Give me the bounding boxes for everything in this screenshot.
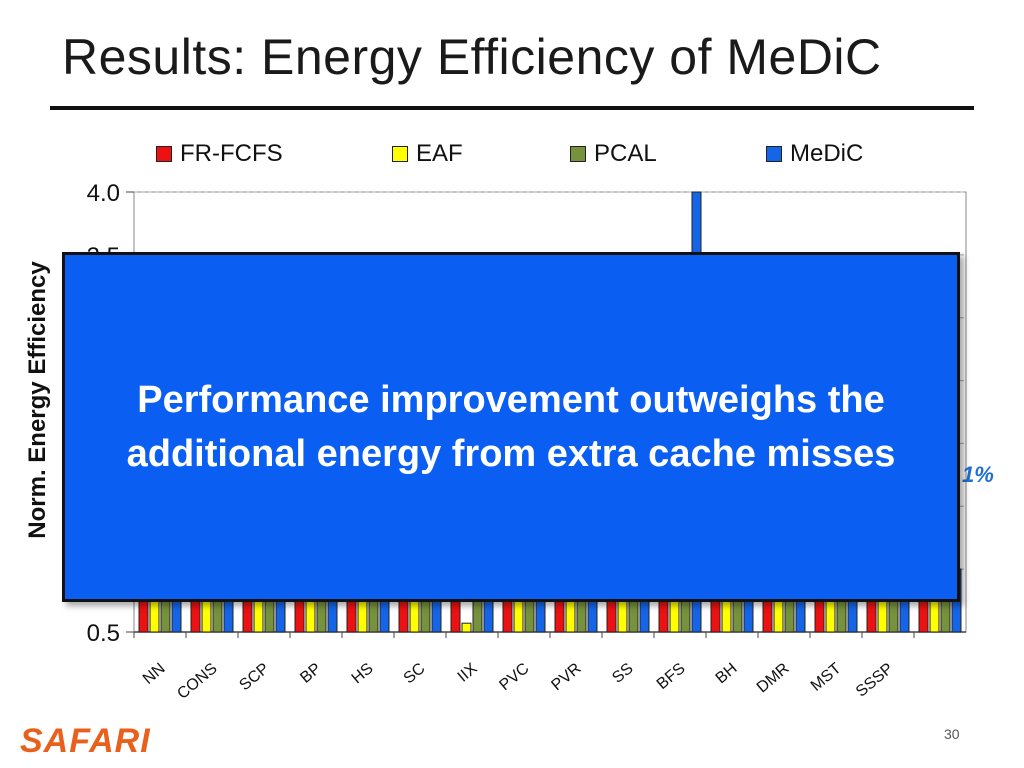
page-number: 30: [944, 726, 960, 742]
callout-line-2: additional energy from extra cache misse…: [126, 433, 896, 475]
legend-label-eaf: EAF: [416, 140, 463, 167]
bar-eaf: [461, 622, 472, 633]
x-tick-label: MST: [808, 660, 845, 695]
callout-line-1: Performance improvement outweighs the: [137, 379, 885, 421]
safari-logo: SAFARI: [20, 722, 151, 760]
x-tick-label: SCP: [236, 660, 272, 694]
legend-swatch-fr-fcfs: [156, 146, 172, 162]
callout-text: Performance improvement outweighs the ad…: [127, 373, 896, 481]
legend-swatch-eaf: [392, 146, 408, 162]
x-tick-label: SC: [401, 660, 429, 687]
legend-item-pcal: PCAL: [570, 140, 657, 168]
slide-title: Results: Energy Efficiency of MeDiC: [62, 29, 882, 85]
x-tick-label: SSSP: [853, 660, 897, 700]
legend-item-medic: MeDiC: [766, 140, 863, 168]
legend-item-fr-fcfs: FR-FCFS: [156, 140, 283, 168]
legend-swatch-pcal: [570, 146, 586, 162]
side-note-percentage: 1%: [962, 462, 994, 487]
legend-item-eaf: EAF: [392, 140, 463, 168]
x-tick-label: IIX: [455, 660, 481, 686]
x-tick-label: HS: [349, 660, 377, 687]
legend-label-medic: MeDiC: [790, 140, 864, 167]
x-tick-label: CONS: [174, 660, 220, 703]
x-tick-label: BFS: [654, 660, 689, 693]
x-tick-label: PVC: [496, 660, 532, 694]
x-tick-label: BP: [297, 660, 324, 687]
legend-label-fr-fcfs: FR-FCFS: [180, 140, 283, 167]
x-tick-label: PVR: [548, 660, 584, 694]
y-tick-label: 0.5: [87, 620, 120, 647]
callout-box: Performance improvement outweighs the ad…: [62, 252, 960, 602]
x-tick-label: NN: [140, 660, 169, 688]
legend-swatch-medic: [766, 146, 782, 162]
x-tick-label: DMR: [754, 660, 793, 696]
y-tick-label: 4.0: [87, 180, 120, 207]
chart-legend: FR-FCFS EAF PCAL MeDiC: [0, 140, 1024, 170]
title-divider: [50, 106, 974, 110]
x-tick-label: SS: [609, 660, 636, 687]
legend-label-pcal: PCAL: [594, 140, 657, 167]
x-tick-label: BH: [713, 660, 741, 687]
